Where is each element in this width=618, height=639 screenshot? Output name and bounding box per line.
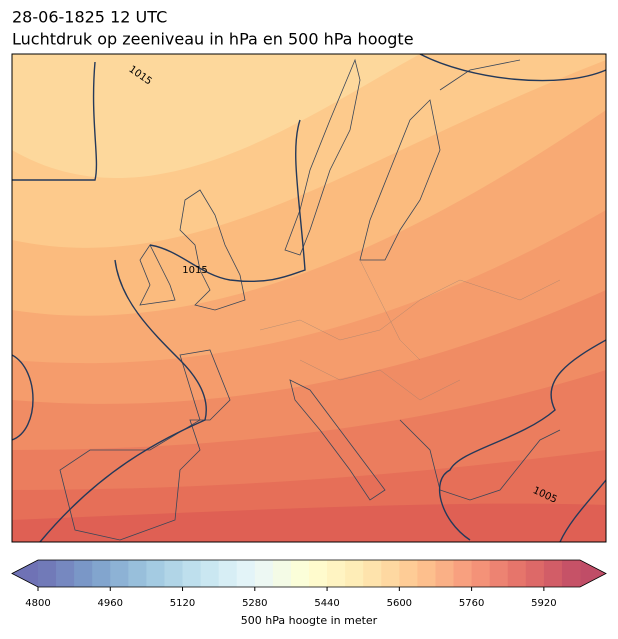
contour-label: 1015	[182, 265, 207, 276]
colorbar-extend-low	[12, 560, 38, 587]
colorbar-tick-label: 5280	[242, 598, 267, 609]
colorbar-tick-label: 4800	[25, 598, 50, 609]
colorbar-segment	[345, 560, 364, 587]
colorbar-segment	[236, 560, 256, 587]
colorbar-segment	[327, 560, 346, 587]
colorbar-segment	[74, 560, 93, 587]
colorbar-segment	[38, 560, 57, 587]
colorbar-extend-high	[580, 560, 606, 587]
colorbar-segment	[363, 560, 382, 587]
colorbar-segment	[200, 560, 220, 587]
colorbar-segment	[435, 560, 455, 587]
colorbar-segment	[309, 560, 328, 587]
colorbar-segment	[525, 560, 545, 587]
colorbar-label: 500 hPa hoogte in meter	[241, 614, 378, 627]
colorbar-segment	[381, 560, 400, 587]
title: Luchtdruk op zeeniveau in hPa en 500 hPa…	[12, 30, 414, 49]
colorbar-tick-label: 5440	[314, 598, 339, 609]
colorbar-segment	[56, 560, 75, 587]
colorbar-segment	[489, 560, 509, 587]
colorbar-segment	[182, 560, 202, 587]
colorbar-segment	[164, 560, 184, 587]
colorbar-tick-label: 5120	[170, 598, 195, 609]
colorbar-segment	[417, 560, 436, 587]
colorbar-segment	[507, 560, 527, 587]
colorbar-segment	[146, 560, 165, 587]
colorbar-segment	[471, 560, 491, 587]
colorbar-tick-label: 5920	[531, 598, 556, 609]
colorbar-segment	[561, 560, 581, 587]
colorbar-segment	[453, 560, 473, 587]
colorbar-tick-label: 5760	[459, 598, 484, 609]
colorbar-segment	[128, 560, 147, 587]
colorbar-segment	[290, 560, 310, 587]
map: 1015 1015 1005	[12, 54, 606, 542]
colorbar-segment	[543, 560, 563, 587]
colorbar-tick-label: 5600	[387, 598, 412, 609]
colorbar-tick-label: 4960	[98, 598, 123, 609]
colorbar-segment	[399, 560, 418, 587]
title-date: 28-06-1825 12 UTC	[12, 8, 167, 27]
colorbar-segment	[218, 560, 238, 587]
colorbar-segment	[272, 560, 292, 587]
colorbar-segment	[92, 560, 111, 587]
colorbar-segment	[254, 560, 274, 587]
colorbar-segment	[110, 560, 129, 587]
map-frame	[11, 53, 607, 543]
colorbar: 4800 4960 5120 5280 5440 5600 5760 5920	[11, 559, 607, 609]
